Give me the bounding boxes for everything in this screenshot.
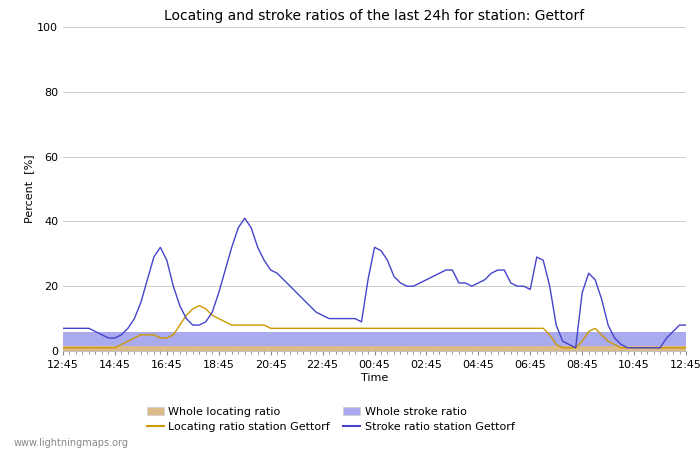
- Y-axis label: Percent  [%]: Percent [%]: [25, 155, 34, 223]
- Legend: Whole locating ratio, Locating ratio station Gettorf, Whole stroke ratio, Stroke: Whole locating ratio, Locating ratio sta…: [147, 407, 514, 432]
- Title: Locating and stroke ratios of the last 24h for station: Gettorf: Locating and stroke ratios of the last 2…: [164, 9, 584, 23]
- X-axis label: Time: Time: [361, 373, 388, 383]
- Text: www.lightningmaps.org: www.lightningmaps.org: [14, 438, 129, 448]
